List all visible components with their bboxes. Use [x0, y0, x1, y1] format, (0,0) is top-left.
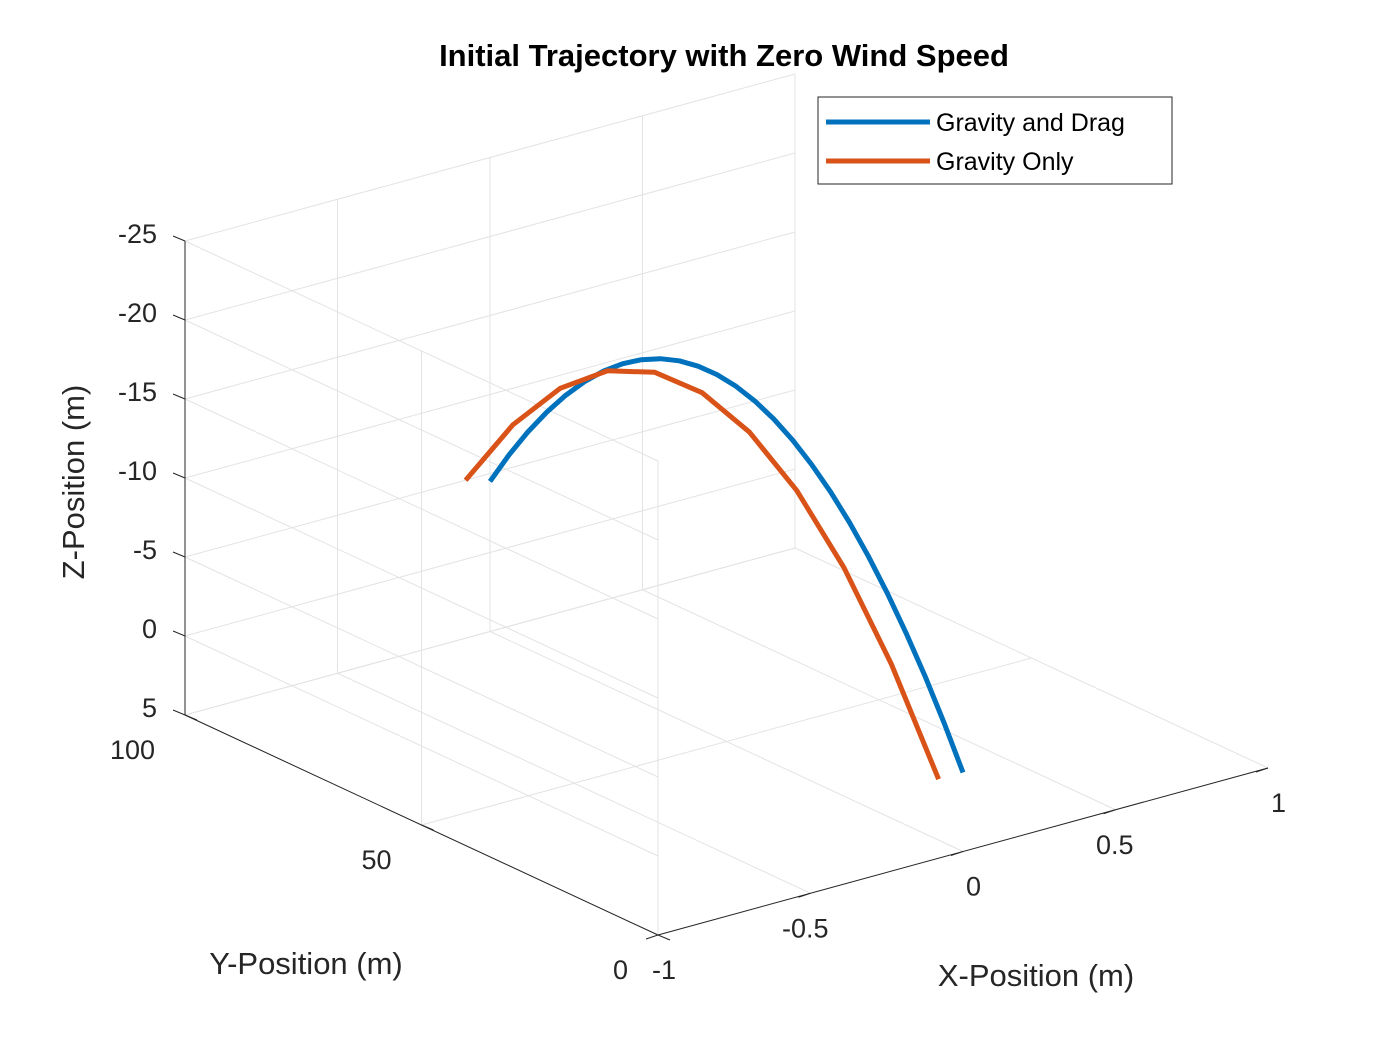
- z-tick-label-4: -5: [133, 535, 157, 565]
- y-tick-label-1: 50: [361, 845, 391, 875]
- series-line-gravity-only: [463, 368, 941, 781]
- back-wall-grid-z-1: [184, 152, 796, 321]
- z-tick-label-3: -10: [118, 456, 157, 486]
- z-tick-label-0: -25: [118, 219, 157, 249]
- back-wall-grid-z-2: [184, 231, 796, 400]
- x-tick-mark-4: [1255, 767, 1269, 773]
- left-wall-grid-z-3: [184, 477, 659, 699]
- y-tick-label-0: 0: [613, 955, 628, 985]
- ticks-layer: -1 -0.5 0 0.5 1 0 50 100 -25 -20 -15 -10 -5 0 5: [110, 219, 1286, 985]
- z-tick-mark-2: [172, 393, 186, 400]
- z-tick-mark-5: [172, 630, 186, 637]
- legend-box: [817, 96, 1173, 185]
- x-tick-label-1: -0.5: [782, 913, 829, 943]
- z-tick-mark-1: [172, 314, 186, 321]
- x-tick-mark-3: [1103, 809, 1116, 815]
- y-tick-label-2: 100: [110, 735, 155, 765]
- left-wall-grid-z-5: [184, 635, 659, 857]
- z-tick-mark-3: [172, 472, 186, 479]
- y-tick-mark-2: [184, 714, 198, 721]
- left-wall-grid-z-1: [184, 319, 659, 541]
- legend-label-gravity-and-drag: Gravity and Drag: [936, 109, 1125, 137]
- legend-label-gravity-only: Gravity Only: [936, 148, 1074, 176]
- x-tick-mark-0: [645, 934, 659, 940]
- x-tick-label-4: 1: [1271, 788, 1286, 818]
- z-tick-mark-6: [172, 709, 186, 716]
- x-tick-label-0: -1: [652, 955, 676, 985]
- left-wall-grid-z-0: [184, 240, 659, 462]
- back-wall-grid-z-3: [184, 310, 796, 479]
- back-wall-grid-z-6: [184, 547, 796, 716]
- left-wall-grid-z-4: [184, 556, 659, 778]
- series-line-gravity-and-drag: [487, 356, 966, 774]
- x-tick-mark-2: [950, 851, 964, 856]
- z-tick-mark-0: [172, 235, 186, 242]
- y-tick-mark-1: [421, 824, 434, 831]
- grid-layer: [184, 73, 1269, 936]
- z-tick-label-6: 5: [142, 693, 157, 723]
- x-axis-label: X-Position (m): [938, 958, 1134, 993]
- x-tick-mark-1: [798, 892, 811, 898]
- z-tick-mark-4: [172, 551, 186, 558]
- back-wall-grid-z-0: [184, 73, 796, 242]
- back-wall-grid-z-4: [184, 389, 796, 558]
- z-tick-label-5: 0: [142, 614, 157, 644]
- z-axis-label: Z-Position (m): [56, 385, 91, 580]
- series-layer: [463, 356, 966, 781]
- x-tick-label-2: 0: [966, 872, 981, 902]
- chart-title: Initial Trajectory with Zero Wind Speed: [439, 38, 1009, 73]
- x-tick-label-3: 0.5: [1096, 830, 1134, 860]
- z-tick-label-1: -20: [118, 298, 157, 328]
- floor-grid-y-1: [421, 657, 1032, 826]
- y-axis-label: Y-Position (m): [209, 946, 403, 981]
- left-wall-grid-z-2: [184, 398, 659, 620]
- y-tick-mark-0: [657, 934, 671, 941]
- back-wall-grid-z-5: [184, 468, 796, 637]
- legend: Gravity and Drag Gravity Only: [817, 96, 1173, 185]
- z-tick-label-2: -15: [118, 377, 157, 407]
